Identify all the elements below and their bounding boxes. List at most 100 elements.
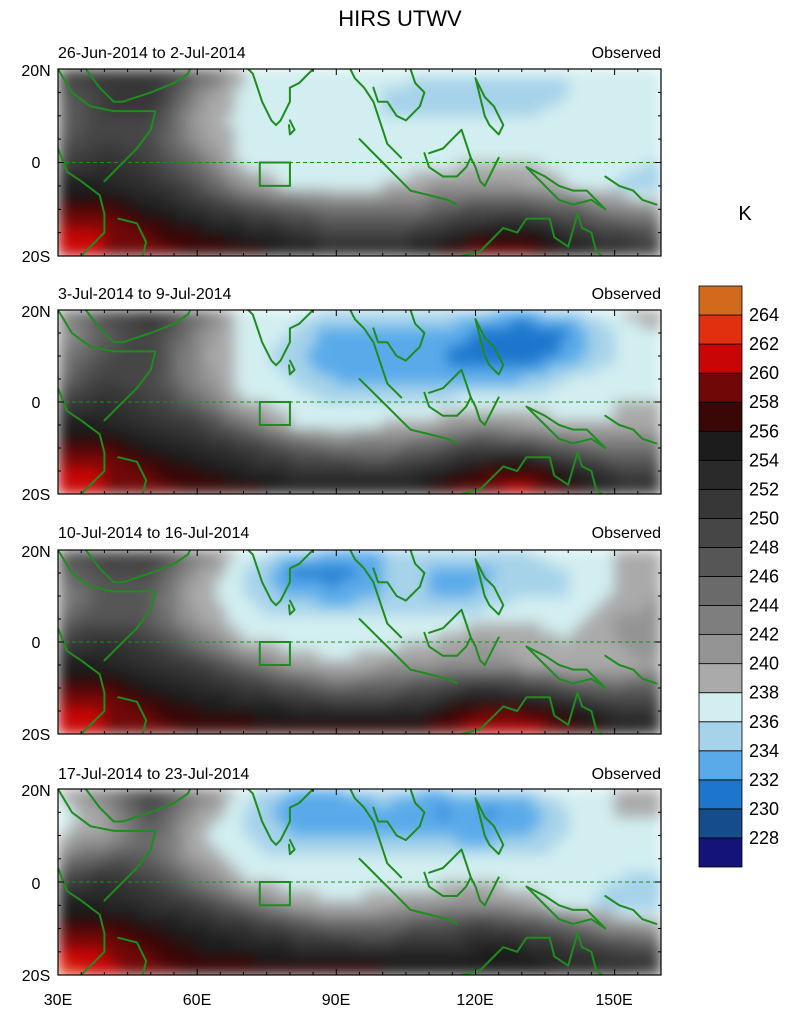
field-cell: [475, 218, 486, 229]
field-cell: [558, 798, 569, 809]
field-cell: [373, 724, 384, 734]
field-cell: [438, 697, 449, 707]
field-cell: [382, 310, 393, 320]
field-cell: [354, 623, 365, 634]
field-cell: [651, 872, 661, 883]
field-cell: [401, 209, 412, 220]
field-cell: [531, 632, 541, 643]
field-cell: [169, 190, 180, 201]
field-cell: [438, 209, 449, 220]
field-cell: [447, 237, 458, 248]
field-cell: [67, 715, 78, 726]
field-cell: [568, 97, 579, 107]
field-cell: [234, 365, 245, 375]
field-cell: [299, 632, 310, 643]
field-cell: [160, 310, 170, 320]
field-cell: [651, 429, 661, 440]
field-cell: [262, 568, 272, 579]
field-cell: [224, 715, 235, 726]
field-cell: [215, 190, 226, 201]
field-cell: [391, 153, 402, 164]
field-cell: [531, 559, 541, 569]
field-cell: [382, 448, 393, 458]
field-cell: [521, 715, 532, 726]
field-cell: [512, 678, 523, 689]
field-cell: [308, 392, 319, 403]
field-cell: [243, 835, 254, 846]
field-cell: [558, 651, 569, 661]
field-cell: [494, 835, 504, 846]
field-cell: [614, 237, 625, 248]
field-cell: [568, 466, 579, 477]
field-cell: [215, 550, 226, 560]
field-cell: [466, 69, 477, 79]
field-cell: [494, 484, 504, 494]
field-cell: [289, 420, 300, 431]
field-cell: [160, 237, 170, 248]
coastline: [349, 310, 403, 399]
field-cell: [605, 559, 616, 569]
field-cell: [224, 420, 235, 431]
field-cell: [95, 162, 105, 173]
field-cell: [651, 346, 661, 357]
field-cell: [197, 854, 208, 864]
field-cell: [568, 69, 579, 79]
field-cell: [512, 346, 523, 357]
field-cell: [558, 237, 569, 248]
field-cell: [466, 181, 477, 192]
field-cell: [58, 826, 68, 837]
field-cell: [521, 69, 532, 79]
field-cell: [299, 190, 310, 201]
field-cell: [187, 697, 198, 707]
field-cell: [586, 623, 597, 634]
field-cell: [373, 678, 384, 689]
field-cell: [280, 87, 291, 98]
field-cell: [512, 448, 523, 458]
field-cell: [596, 466, 606, 477]
field-cell: [540, 688, 551, 698]
field-cell: [308, 162, 319, 173]
field-cell: [169, 392, 180, 403]
field-cell: [577, 78, 588, 89]
field-cell: [271, 134, 282, 145]
field-cell: [58, 697, 68, 707]
field-cell: [456, 199, 467, 210]
field-cell: [95, 328, 105, 339]
field-cell: [568, 577, 579, 588]
field-cell: [243, 310, 254, 320]
field-cell: [651, 688, 661, 698]
field-cell: [243, 586, 254, 597]
field-cell: [558, 789, 569, 799]
field-cell: [187, 484, 198, 494]
field-cell: [206, 807, 217, 818]
field-cell: [224, 614, 235, 625]
field-cell: [271, 346, 282, 357]
field-cell: [141, 789, 152, 799]
field-cell: [85, 448, 96, 458]
field-cell: [224, 209, 235, 220]
field-cell: [252, 651, 263, 661]
field-cell: [373, 715, 384, 726]
field-cell: [484, 706, 495, 717]
field-cell: [150, 143, 161, 154]
field-cell: [438, 190, 449, 201]
field-cell: [113, 69, 124, 79]
field-cell: [596, 475, 606, 486]
field-cell: [549, 475, 560, 486]
field-cell: [308, 356, 319, 366]
field-cell: [549, 438, 560, 449]
field-cell: [484, 143, 495, 154]
field-cell: [521, 651, 532, 661]
field-cell: [95, 632, 105, 643]
field-cell: [651, 246, 661, 256]
field-cell: [373, 586, 384, 597]
field-cell: [336, 374, 347, 385]
field-cell: [252, 420, 263, 431]
field-cell: [512, 816, 523, 827]
field-cell: [327, 106, 337, 117]
field-cell: [382, 392, 393, 403]
field-cell: [586, 559, 597, 569]
field-cell: [521, 678, 532, 689]
field-cell: [364, 605, 375, 615]
field-cell: [382, 484, 393, 494]
